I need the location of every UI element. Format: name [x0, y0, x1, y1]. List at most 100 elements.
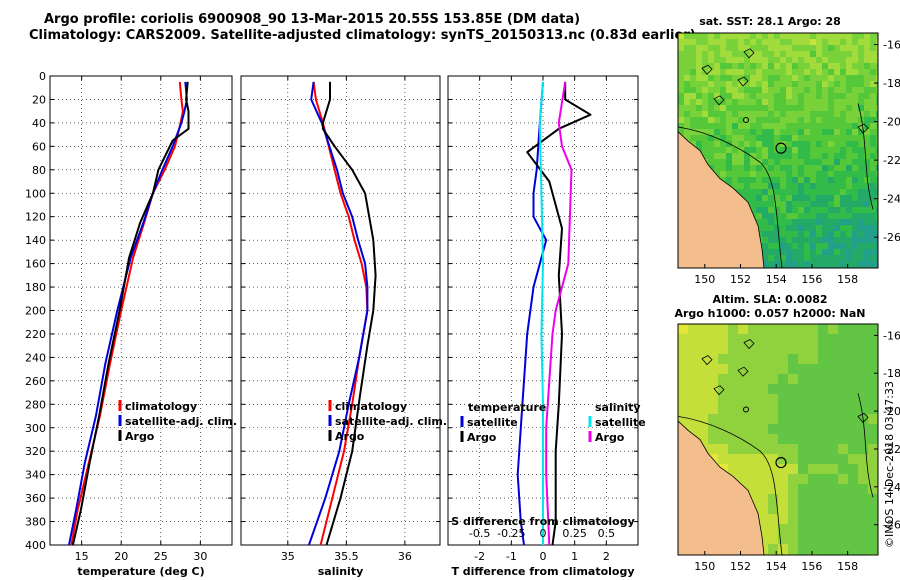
map-cell	[804, 105, 810, 111]
map-cell	[792, 237, 798, 243]
map-cell	[822, 81, 828, 87]
map-cell	[804, 177, 810, 183]
map-cell	[852, 147, 858, 153]
map-cell	[804, 213, 810, 219]
map-cell	[720, 171, 726, 177]
map-cell	[718, 374, 728, 384]
map-cell	[838, 434, 848, 444]
map-cell	[696, 135, 702, 141]
map-cell	[780, 117, 786, 123]
map-cell	[768, 93, 774, 99]
map-cell	[728, 334, 738, 344]
map-cell	[726, 81, 732, 87]
map-frame	[677, 32, 879, 269]
map-cell	[808, 364, 818, 374]
map-cell	[732, 135, 738, 141]
map-cell	[848, 334, 858, 344]
map-cell	[852, 69, 858, 75]
map-cell	[758, 344, 768, 354]
map-cell	[838, 514, 848, 524]
map-cell	[678, 63, 684, 69]
map-cell	[816, 135, 822, 141]
contour-line	[857, 103, 874, 210]
map-cell	[798, 51, 804, 57]
map-cell	[762, 57, 768, 63]
map-cell	[774, 93, 780, 99]
map-cell	[698, 414, 708, 424]
map-cell	[756, 153, 762, 159]
map-cell	[810, 243, 816, 249]
map-cell	[876, 39, 878, 45]
map-cell	[738, 117, 744, 123]
map-cell	[768, 237, 774, 243]
map-cell	[858, 344, 868, 354]
map-cell	[810, 111, 816, 117]
map-cell	[846, 117, 852, 123]
map-cell	[804, 33, 810, 39]
map-cell	[678, 414, 688, 424]
map-cell	[786, 51, 792, 57]
map-cell	[818, 324, 828, 334]
map-cell	[688, 404, 698, 414]
map-cell	[720, 129, 726, 135]
map-cell	[750, 81, 756, 87]
map-cell	[852, 135, 858, 141]
map-cell	[750, 201, 756, 207]
map-cell	[870, 189, 876, 195]
map-cell	[834, 147, 840, 153]
map-cell	[696, 99, 702, 105]
map-cell	[858, 141, 864, 147]
map-cell	[828, 147, 834, 153]
map-cell	[848, 384, 858, 394]
map-cell	[774, 153, 780, 159]
map-cell	[738, 374, 748, 384]
map-cell	[768, 464, 778, 474]
map-cell	[726, 141, 732, 147]
map-cell	[780, 69, 786, 75]
map-cell	[852, 249, 858, 255]
map-cell	[858, 464, 868, 474]
map-cell	[816, 69, 822, 75]
map-cell	[876, 231, 878, 237]
map-cell	[810, 117, 816, 123]
map-cell	[868, 464, 878, 474]
map-cell	[864, 153, 870, 159]
map-cell	[696, 117, 702, 123]
map-cell	[816, 153, 822, 159]
map-cell	[774, 219, 780, 225]
map-cell	[848, 374, 858, 384]
map-cell	[828, 364, 838, 374]
map-cell	[864, 225, 870, 231]
map-cell	[678, 93, 684, 99]
argo-float-marker	[775, 142, 787, 154]
map-cell	[748, 394, 758, 404]
map-cell	[788, 344, 798, 354]
map-cell	[870, 75, 876, 81]
map-cell	[828, 159, 834, 165]
map-cell	[792, 111, 798, 117]
map-cell	[792, 213, 798, 219]
map-cell	[876, 165, 878, 171]
map-cell	[786, 135, 792, 141]
map-cell	[726, 147, 732, 153]
series-line-t-satellite	[516, 81, 548, 546]
map-cell	[808, 344, 818, 354]
map-cell	[738, 57, 744, 63]
map-cell	[708, 344, 718, 354]
map-cell	[816, 177, 822, 183]
map-cell	[768, 75, 774, 81]
ytick-label: 220	[25, 328, 46, 341]
map-cell	[876, 69, 878, 75]
map-cell	[876, 117, 878, 123]
map-cell	[732, 165, 738, 171]
xtick-label: 0	[540, 550, 547, 563]
map-cell	[718, 334, 728, 344]
map-cell	[810, 231, 816, 237]
map-cell	[768, 33, 774, 39]
map-cell	[868, 374, 878, 384]
map-cell	[786, 129, 792, 135]
map-cell	[756, 81, 762, 87]
map-cell	[858, 123, 864, 129]
map-cell	[828, 81, 834, 87]
map-cell	[868, 414, 878, 424]
